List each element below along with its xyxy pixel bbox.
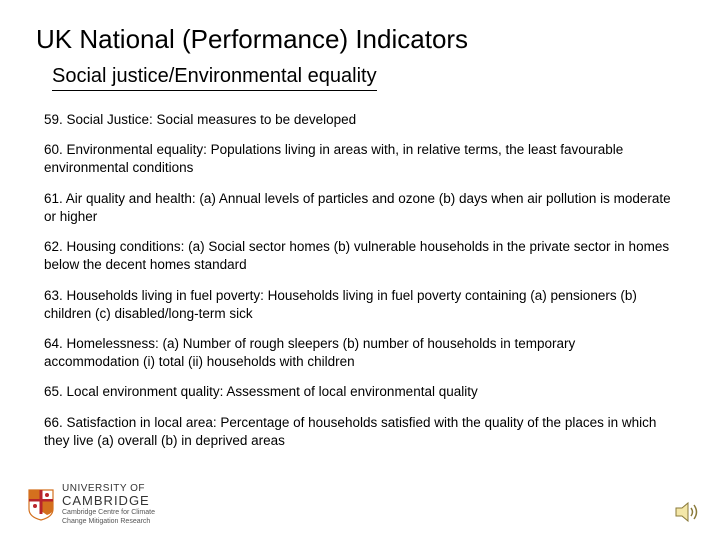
logo-sub-1: Cambridge Centre for Climate bbox=[62, 509, 155, 517]
university-logo: UNIVERSITY OF CAMBRIDGE Cambridge Centre… bbox=[28, 484, 155, 526]
logo-line-2: CAMBRIDGE bbox=[62, 494, 155, 507]
cambridge-shield-icon bbox=[28, 489, 54, 521]
indicator-item: 64. Homelessness: (a) Number of rough sl… bbox=[44, 335, 684, 371]
indicator-item: 63. Households living in fuel poverty: H… bbox=[44, 287, 684, 323]
speaker-icon bbox=[674, 500, 702, 524]
logo-sub-2: Change Mitigation Research bbox=[62, 518, 155, 526]
indicator-item: 62. Housing conditions: (a) Social secto… bbox=[44, 238, 684, 274]
section-subtitle: Social justice/Environmental equality bbox=[52, 65, 377, 91]
indicator-item: 60. Environmental equality: Populations … bbox=[44, 141, 684, 177]
page-title: UK National (Performance) Indicators bbox=[36, 24, 684, 55]
indicator-item: 66. Satisfaction in local area: Percenta… bbox=[44, 414, 684, 450]
indicator-item: 59. Social Justice: Social measures to b… bbox=[44, 111, 684, 129]
logo-text-block: UNIVERSITY OF CAMBRIDGE Cambridge Centre… bbox=[62, 484, 155, 526]
indicator-item: 61. Air quality and health: (a) Annual l… bbox=[44, 190, 684, 226]
indicator-item: 65. Local environment quality: Assessmen… bbox=[44, 383, 684, 401]
slide-container: UK National (Performance) Indicators Soc… bbox=[0, 0, 720, 450]
subtitle-wrap: Social justice/Environmental equality bbox=[44, 65, 684, 101]
